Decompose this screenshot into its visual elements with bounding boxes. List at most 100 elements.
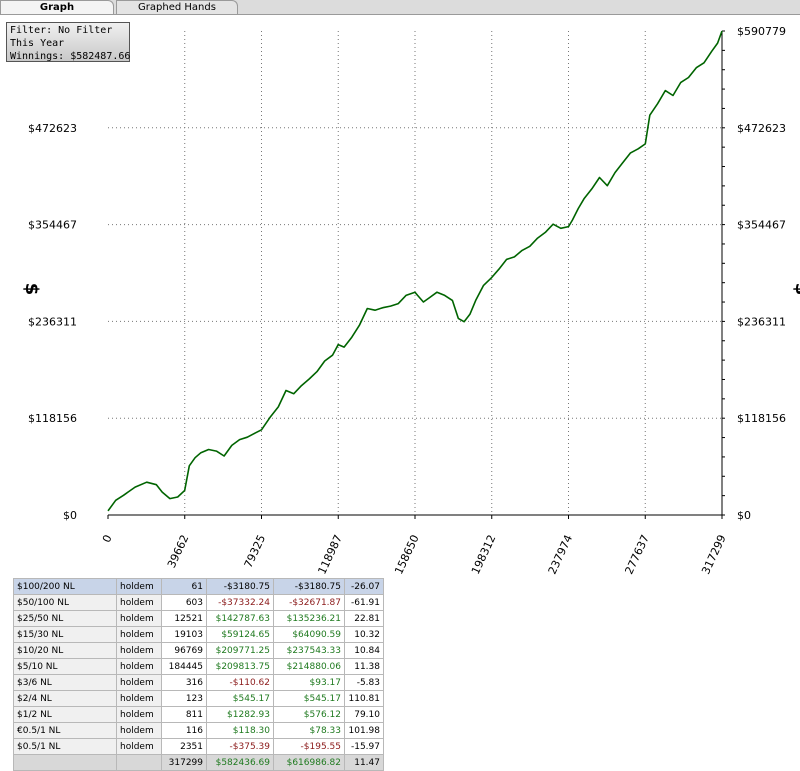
cell-hands: 61 (161, 578, 207, 595)
cell-won: -$3180.75 (206, 578, 274, 595)
cell-game (116, 754, 162, 771)
cell-game: holdem (116, 642, 162, 659)
y-tick-label-right: $472623 (737, 122, 786, 135)
cell-bb100: 10.84 (344, 642, 384, 659)
table-row[interactable]: €0.5/1 NL holdem 116 $118.30 $78.33 101.98 (13, 722, 384, 739)
x-tick-label: 39662 (165, 533, 192, 570)
cell-game: holdem (116, 738, 162, 755)
cell-limit: $15/30 NL (13, 626, 117, 643)
table-row[interactable]: $15/30 NL holdem 19103 $59124.65 $64090.59 10… (13, 626, 384, 643)
tab-graph[interactable]: Graph (0, 0, 114, 14)
x-axis-label: Hands (388, 578, 441, 580)
cell-bb100: -5.83 (344, 674, 384, 691)
x-tick-label: 118987 (315, 533, 345, 577)
cell-bb100: -15.97 (344, 738, 384, 755)
filter-label: Filter: No Filter (10, 25, 113, 36)
table-row[interactable]: $2/4 NL holdem 123 $545.17 $545.17 110.81 (13, 690, 384, 707)
table-row[interactable]: $100/200 NL holdem 61 -$3180.75 -$3180.75 -26… (13, 578, 384, 595)
y-tick-label-right: $354467 (737, 219, 786, 232)
cell-bb100: -61.91 (344, 594, 384, 611)
cell-hands: 96769 (161, 642, 207, 659)
cell-hands: 603 (161, 594, 207, 611)
cell-bb100: 101.98 (344, 722, 384, 739)
cell-bb100: 11.47 (344, 754, 384, 771)
cell-limit (13, 754, 117, 771)
y-tick-label-left: $354467 (28, 219, 77, 232)
cell-won: $142787.63 (206, 610, 274, 627)
cell-limit: $2/4 NL (13, 690, 117, 707)
cell-bb100: 79.10 (344, 706, 384, 723)
cell-won: -$110.62 (206, 674, 274, 691)
cell-won: $59124.65 (206, 626, 274, 643)
y-tick-label-left: $0 (63, 509, 77, 522)
winnings-chart: 0 39662 79325 118987 158650 198312 237974 27763… (21, 25, 800, 580)
x-tick-label: 198312 (469, 533, 499, 577)
cell-hands: 123 (161, 690, 207, 707)
cell-hands: 19103 (161, 626, 207, 643)
table-row[interactable]: $0.5/1 NL holdem 2351 -$375.39 -$195.55 -15.9… (13, 738, 384, 755)
cell-hands: 317299 (161, 754, 207, 771)
cell-bb100: 11.38 (344, 658, 384, 675)
cell-hands: 811 (161, 706, 207, 723)
cell-allin: $545.17 (273, 690, 345, 707)
cell-game: holdem (116, 674, 162, 691)
cell-allin: $214880.06 (273, 658, 345, 675)
cell-bb100: 110.81 (344, 690, 384, 707)
y-tick-label-right: $0 (737, 509, 751, 522)
x-tick-label: 79325 (242, 533, 269, 570)
x-tick-label: 277637 (622, 533, 652, 577)
table-row[interactable]: $5/10 NL holdem 184445 $209813.75 $214880.06… (13, 658, 384, 675)
winnings-label: Winnings: $582487.66 (10, 51, 131, 62)
tab-graphed-hands[interactable]: Graphed Hands (116, 0, 238, 14)
table-row[interactable]: $25/50 NL holdem 12521 $142787.63 $135236.21… (13, 610, 384, 627)
cell-game: holdem (116, 610, 162, 627)
filter-info-box: Filter: No Filter This Year Winnings: $5… (6, 22, 130, 62)
y-tick-label-right: $590779 (737, 25, 786, 38)
cell-allin: $576.12 (273, 706, 345, 723)
cell-limit: $100/200 NL (13, 578, 117, 595)
cell-allin: -$3180.75 (273, 578, 345, 595)
cell-hands: 316 (161, 674, 207, 691)
cell-bb100: 22.81 (344, 610, 384, 627)
cell-allin: -$195.55 (273, 738, 345, 755)
cell-limit: $1/2 NL (13, 706, 117, 723)
cell-allin: $135236.21 (273, 610, 345, 627)
y-tick-label-right: $118156 (737, 412, 786, 425)
y-axis-label-right: $ (791, 283, 800, 296)
table-row[interactable]: $10/20 NL holdem 96769 $209771.25 $237543.33… (13, 642, 384, 659)
x-tick-label: 0 (100, 533, 115, 545)
cell-won: $118.30 (206, 722, 274, 739)
cell-limit: $10/20 NL (13, 642, 117, 659)
cell-bb100: -26.07 (344, 578, 384, 595)
cell-allin: $93.17 (273, 674, 345, 691)
cell-won: -$37332.24 (206, 594, 274, 611)
cell-game: holdem (116, 594, 162, 611)
cell-allin: $616986.82 (273, 754, 345, 771)
y-tick-label-left: $472623 (28, 122, 77, 135)
winnings-series-line (107, 30, 723, 512)
cell-hands: 116 (161, 722, 207, 739)
cell-won: $209813.75 (206, 658, 274, 675)
cell-limit: $25/50 NL (13, 610, 117, 627)
cell-game: holdem (116, 690, 162, 707)
table-row[interactable]: $1/2 NL holdem 811 $1282.93 $576.12 79.10 (13, 706, 384, 723)
cell-won: $1282.93 (206, 706, 274, 723)
cell-won: $209771.25 (206, 642, 274, 659)
cell-allin: $237543.33 (273, 642, 345, 659)
cell-limit: €0.5/1 NL (13, 722, 117, 739)
cell-allin: -$32671.87 (273, 594, 345, 611)
table-row[interactable]: $3/6 NL holdem 316 -$110.62 $93.17 -5.83 (13, 674, 384, 691)
tab-bar: Graph Graphed Hands (0, 0, 800, 15)
cell-bb100: 10.32 (344, 626, 384, 643)
cell-limit: $3/6 NL (13, 674, 117, 691)
table-total-row[interactable]: 317299 $582436.69 $616986.82 11.47 (13, 754, 384, 771)
cell-won: $545.17 (206, 690, 274, 707)
cell-game: holdem (116, 626, 162, 643)
table-row[interactable]: $50/100 NL holdem 603 -$37332.24 -$32671.87-… (13, 594, 384, 611)
cell-limit: $5/10 NL (13, 658, 117, 675)
y-tick-label-left: $236311 (28, 315, 77, 328)
cell-limit: $0.5/1 NL (13, 738, 117, 755)
cell-game: holdem (116, 722, 162, 739)
x-tick-label: 237974 (546, 533, 576, 577)
x-tick-label: 317299 (699, 533, 729, 577)
